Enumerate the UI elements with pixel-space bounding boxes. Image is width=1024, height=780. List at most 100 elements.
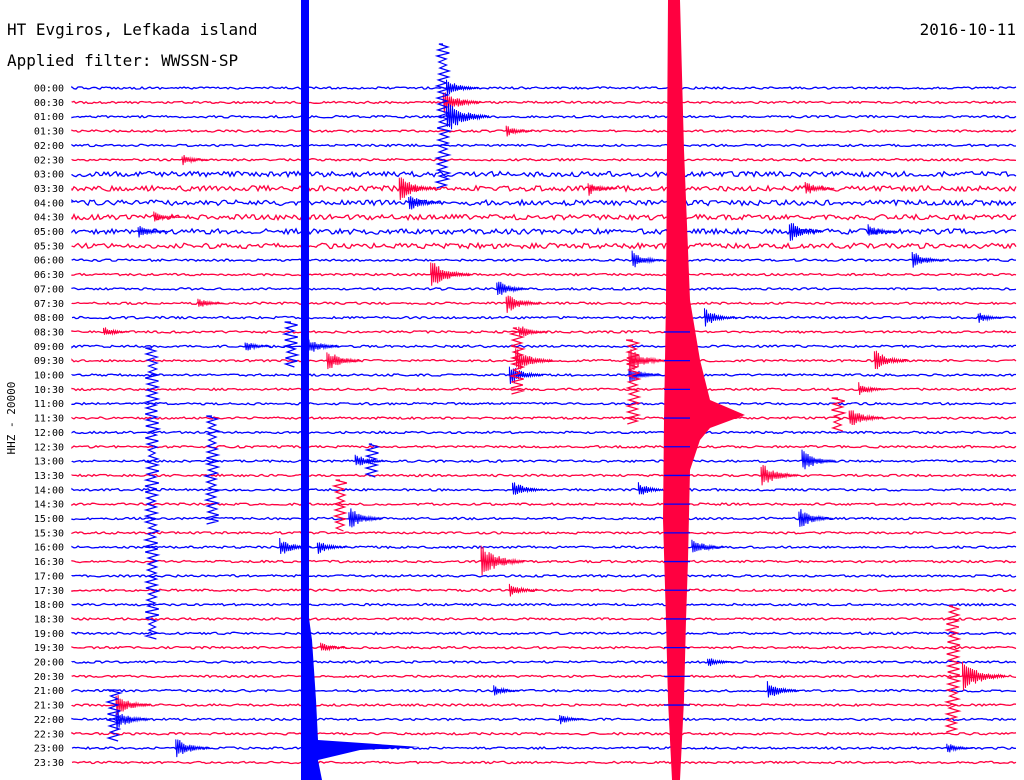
time-tick-label: 14:00 bbox=[34, 485, 64, 496]
time-tick-label: 03:00 bbox=[34, 170, 64, 181]
time-tick-label: 06:30 bbox=[34, 270, 64, 281]
time-tick-label: 09:00 bbox=[34, 342, 64, 353]
event-burst bbox=[804, 181, 835, 194]
time-tick-label: 18:00 bbox=[34, 600, 64, 611]
event-burst bbox=[496, 281, 530, 295]
event-burst bbox=[858, 382, 888, 396]
time-tick-label: 07:30 bbox=[34, 299, 64, 310]
time-tick-label: 17:30 bbox=[34, 586, 64, 597]
event-coda bbox=[301, 560, 420, 780]
time-tick-label: 02:00 bbox=[34, 141, 64, 152]
event-burst bbox=[304, 334, 340, 355]
event-burst bbox=[446, 103, 490, 130]
event-spike bbox=[830, 397, 847, 432]
event-burst bbox=[801, 449, 837, 470]
trace-line bbox=[71, 241, 1017, 251]
event-burst bbox=[175, 739, 211, 758]
trace-line bbox=[71, 559, 1017, 564]
event-burst bbox=[788, 223, 824, 241]
trace-line bbox=[71, 660, 1017, 665]
time-tick-label: 09:30 bbox=[34, 356, 64, 367]
trace-line bbox=[71, 85, 1017, 90]
event-burst bbox=[103, 327, 130, 336]
large-event-trace bbox=[663, 0, 745, 780]
event-burst bbox=[628, 349, 667, 373]
time-tick-label: 10:30 bbox=[34, 385, 64, 396]
time-tick-label: 21:00 bbox=[34, 686, 64, 697]
trace-line bbox=[71, 157, 1017, 162]
event-burst bbox=[873, 350, 909, 370]
event-spike bbox=[943, 605, 962, 733]
event-spike bbox=[624, 339, 642, 425]
time-tick-label: 00:30 bbox=[34, 98, 64, 109]
time-tick-label: 16:30 bbox=[34, 557, 64, 568]
time-tick-label: 07:00 bbox=[34, 284, 64, 295]
time-tick-label: 12:30 bbox=[34, 442, 64, 453]
event-burst bbox=[505, 125, 533, 137]
event-burst bbox=[316, 542, 347, 554]
event-burst bbox=[515, 348, 554, 370]
time-tick-label: 15:30 bbox=[34, 528, 64, 539]
event-burst bbox=[446, 79, 479, 96]
event-burst bbox=[115, 710, 151, 730]
event-burst bbox=[480, 545, 525, 576]
event-burst bbox=[707, 658, 734, 667]
time-tick-label: 08:00 bbox=[34, 313, 64, 324]
time-tick-label: 04:00 bbox=[34, 198, 64, 209]
event-burst bbox=[637, 482, 668, 495]
trace-line bbox=[71, 645, 1017, 650]
time-tick-label: 04:30 bbox=[34, 213, 64, 224]
time-tick-label: 13:30 bbox=[34, 471, 64, 482]
event-burst bbox=[508, 366, 544, 385]
event-burst bbox=[587, 183, 618, 196]
event-burst bbox=[704, 308, 737, 327]
event-burst bbox=[137, 226, 168, 238]
clipped-trace-band bbox=[301, 0, 309, 780]
event-spike bbox=[202, 415, 221, 525]
time-tick-label: 12:00 bbox=[34, 428, 64, 439]
event-burst bbox=[518, 326, 549, 337]
event-spike bbox=[433, 43, 453, 189]
time-tick-label: 14:30 bbox=[34, 500, 64, 511]
event-burst bbox=[181, 155, 209, 166]
trace-line bbox=[71, 129, 1017, 133]
time-tick-label: 02:30 bbox=[34, 155, 64, 166]
trace-line bbox=[71, 502, 1017, 507]
trace-line bbox=[71, 459, 1017, 464]
event-burst bbox=[911, 251, 945, 268]
event-burst bbox=[115, 695, 151, 715]
station-title: HT Evgiros, Lefkada island bbox=[7, 20, 258, 39]
trace-line bbox=[71, 473, 1017, 478]
time-tick-label: 01:00 bbox=[34, 112, 64, 123]
time-tick-label: 19:00 bbox=[34, 629, 64, 640]
trace-line bbox=[71, 617, 1017, 621]
time-tick-label: 16:00 bbox=[34, 543, 64, 554]
trace-line bbox=[71, 373, 1016, 377]
trace-line bbox=[71, 387, 1017, 392]
time-tick-label: 22:30 bbox=[34, 729, 64, 740]
event-burst bbox=[505, 295, 541, 313]
event-burst bbox=[348, 508, 384, 528]
time-tick-label: 11:00 bbox=[34, 399, 64, 410]
trace-line bbox=[71, 258, 1016, 263]
trace-line bbox=[71, 588, 1017, 593]
trace-line bbox=[71, 344, 1016, 349]
trace-line bbox=[71, 688, 1017, 693]
trace-line bbox=[71, 301, 1017, 306]
event-burst bbox=[398, 177, 437, 201]
event-burst bbox=[962, 661, 1006, 691]
trace-line bbox=[71, 444, 1017, 449]
event-burst bbox=[408, 196, 442, 210]
event-spike bbox=[142, 347, 162, 640]
event-burst bbox=[977, 312, 1005, 323]
event-burst bbox=[798, 509, 834, 527]
time-tick-label: 18:30 bbox=[34, 614, 64, 625]
trace-line bbox=[71, 731, 1017, 736]
time-tick-label: 11:30 bbox=[34, 414, 64, 425]
time-tick-label: 10:00 bbox=[34, 371, 64, 382]
event-burst bbox=[512, 482, 545, 495]
trace-line bbox=[71, 573, 1017, 578]
event-spike bbox=[104, 689, 123, 742]
event-burst bbox=[153, 211, 181, 222]
